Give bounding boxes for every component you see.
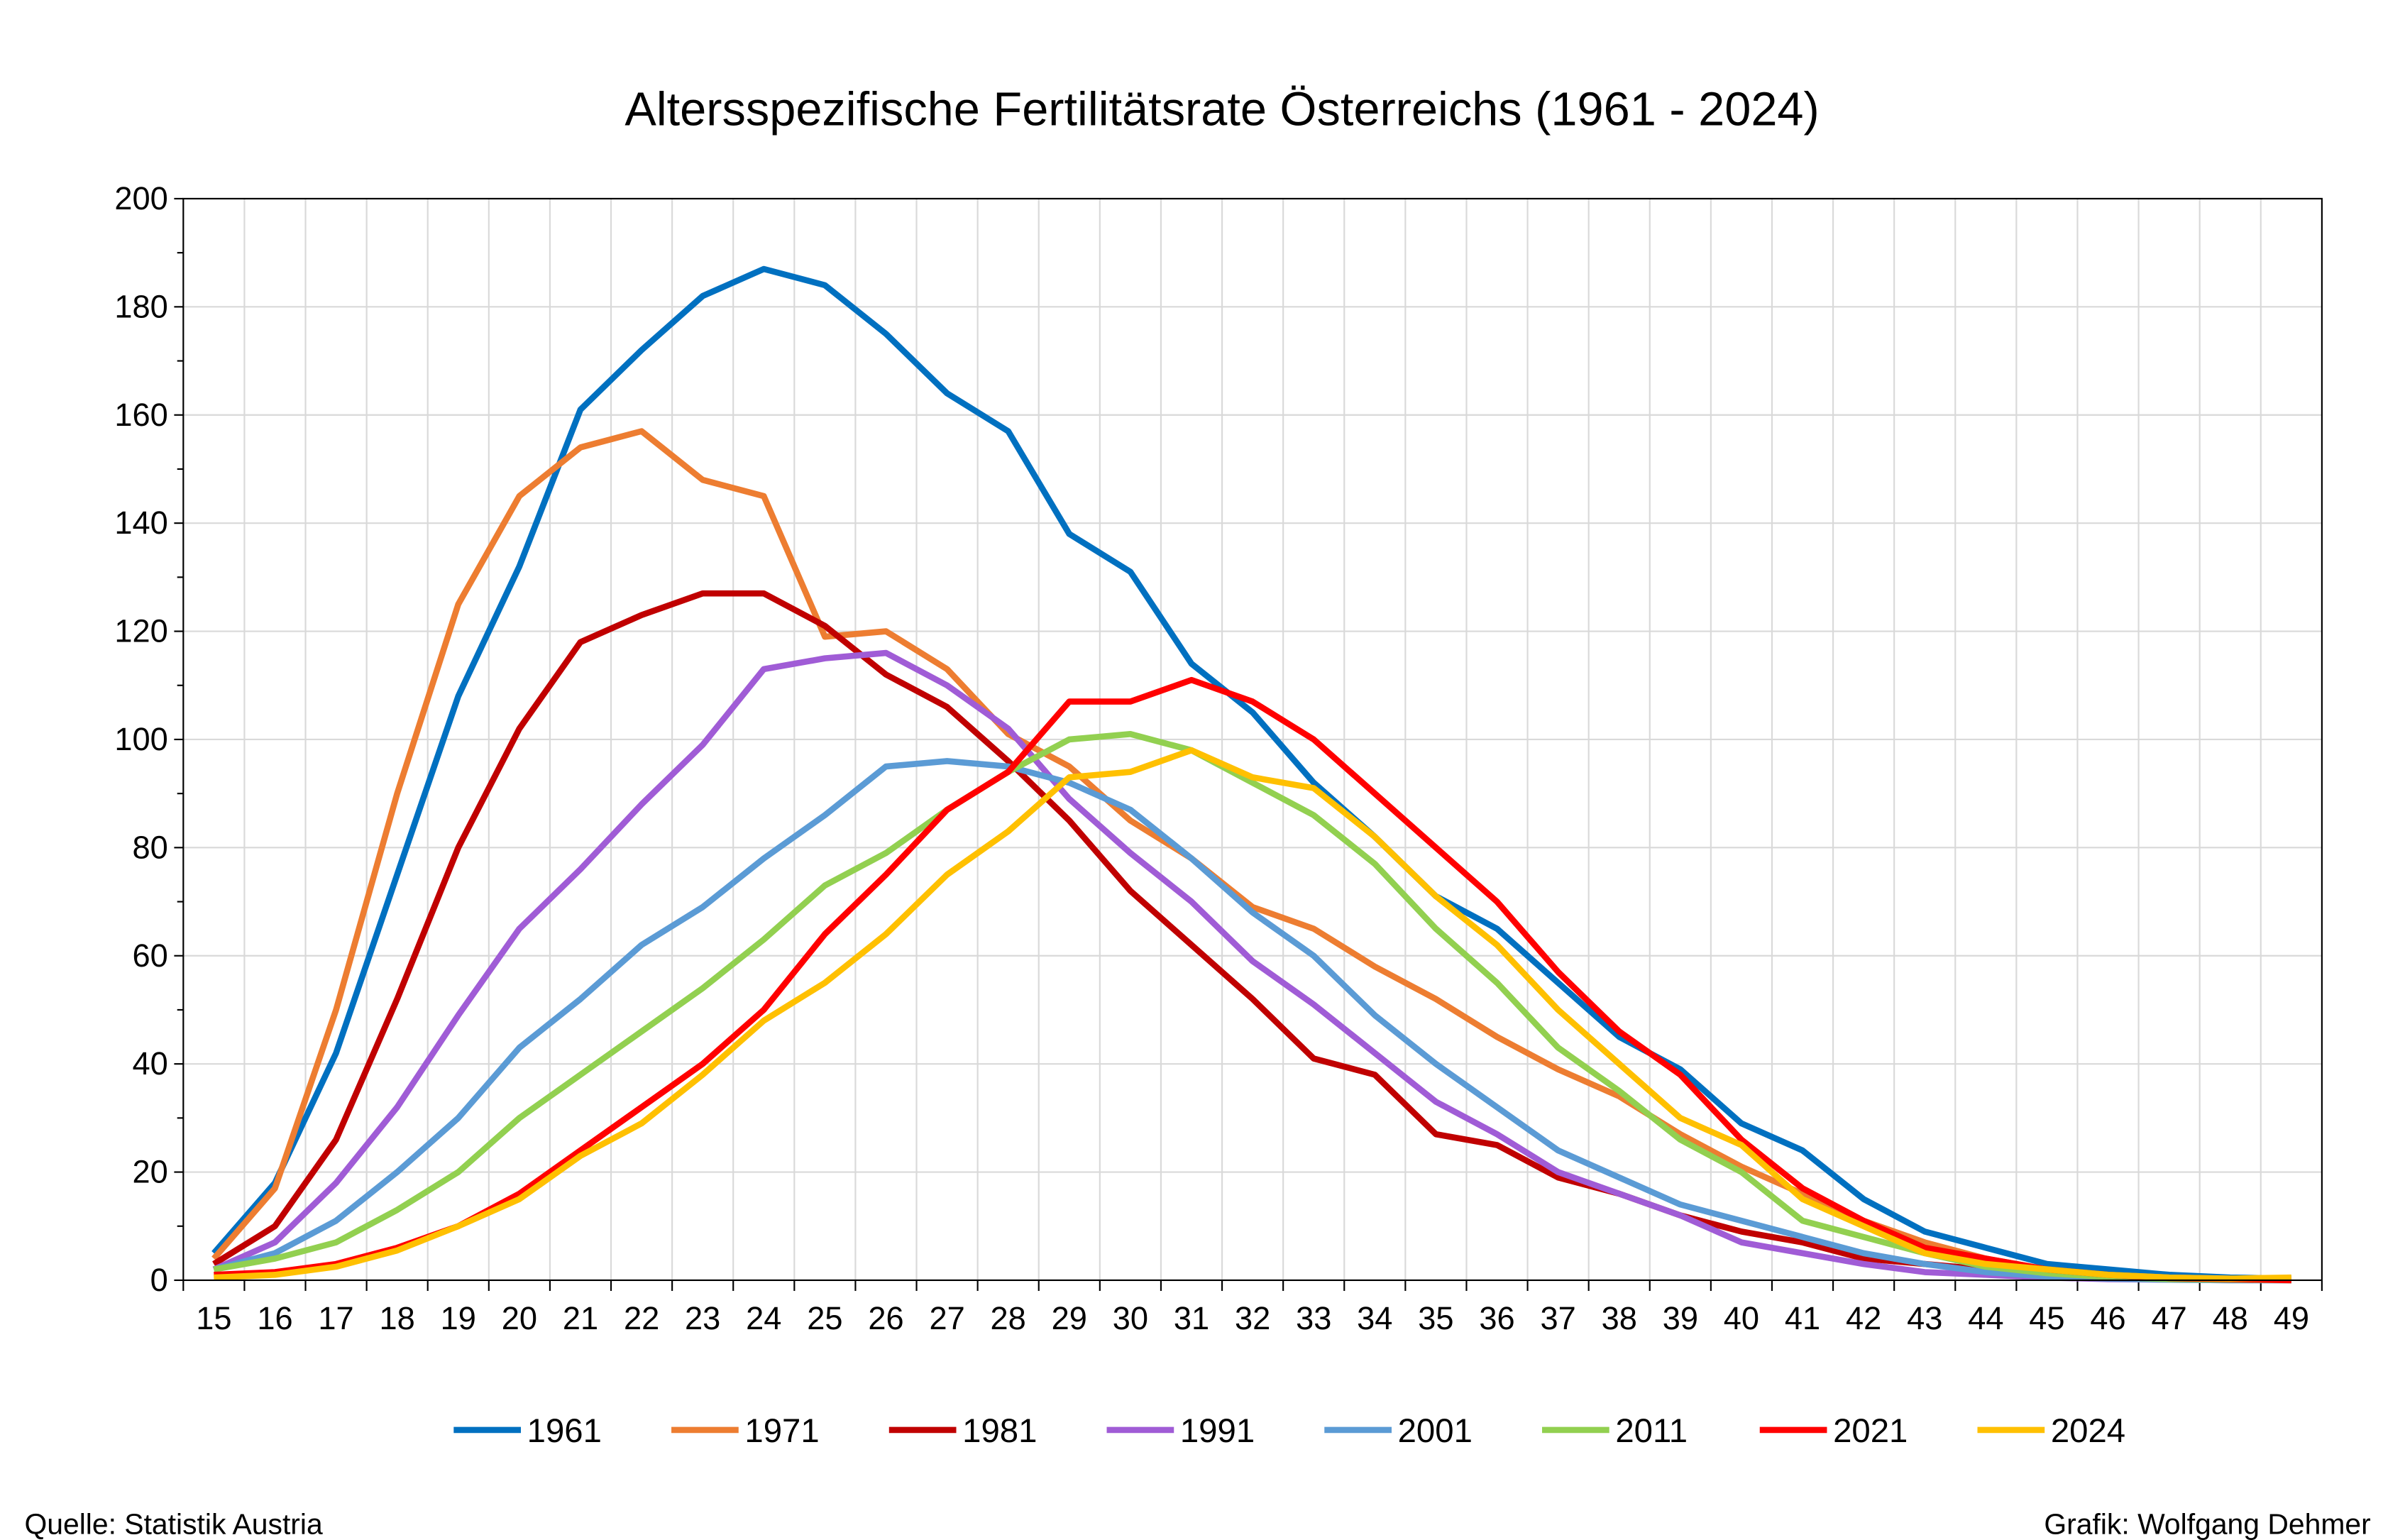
series-1961 bbox=[211, 265, 2292, 1282]
legend-label: 1961 bbox=[527, 1412, 602, 1450]
x-tick-label: 38 bbox=[1602, 1300, 1637, 1336]
x-tick-label: 31 bbox=[1174, 1300, 1209, 1336]
x-tick-label: 25 bbox=[807, 1300, 842, 1336]
x-tick-label: 26 bbox=[868, 1300, 903, 1336]
credit-note: Grafik: Wolfgang Dehmer bbox=[2044, 1507, 2370, 1540]
x-tick-label: 44 bbox=[1968, 1300, 2003, 1336]
series-line-2021 bbox=[214, 676, 2291, 1284]
legend-item-2024: 2024 bbox=[1977, 1412, 2125, 1450]
legend-label: 1981 bbox=[962, 1412, 1037, 1450]
x-tick-label: 17 bbox=[318, 1300, 353, 1336]
chart-title: Altersspezifische Fertilitätsrate Österr… bbox=[624, 84, 1819, 136]
y-tick-label: 40 bbox=[133, 1045, 168, 1082]
y-axis: 0 20 40 60 80 100 120 140 160 180 200 bbox=[114, 180, 184, 1298]
x-tick-label: 27 bbox=[929, 1300, 964, 1336]
x-tick-label: 40 bbox=[1724, 1300, 1759, 1336]
x-tick-label: 41 bbox=[1785, 1300, 1820, 1336]
series-1991 bbox=[212, 649, 2292, 1284]
series-2001 bbox=[213, 758, 2292, 1284]
legend-label: 1991 bbox=[1180, 1412, 1255, 1450]
x-tick-label: 45 bbox=[2029, 1300, 2064, 1336]
legend-item-1991: 1991 bbox=[1106, 1412, 1255, 1450]
x-tick-label: 37 bbox=[1540, 1300, 1575, 1336]
x-tick-label: 30 bbox=[1113, 1300, 1148, 1336]
x-tick-label: 18 bbox=[380, 1300, 415, 1336]
x-tick-label: 32 bbox=[1235, 1300, 1270, 1336]
y-tick-label: 80 bbox=[133, 829, 168, 865]
series-lines bbox=[211, 265, 2292, 1284]
legend: 1961 1971 1981 1991 2001 2011 2021 2024 bbox=[453, 1412, 2125, 1450]
y-tick-label: 60 bbox=[133, 937, 168, 974]
x-tick-label: 47 bbox=[2152, 1300, 2187, 1336]
y-tick-label: 160 bbox=[114, 397, 167, 433]
series-line-1981 bbox=[212, 590, 2291, 1284]
legend-label: 1971 bbox=[744, 1412, 819, 1450]
y-tick-label: 20 bbox=[133, 1154, 168, 1190]
legend-item-2021: 2021 bbox=[1759, 1412, 1908, 1450]
series-line-1961 bbox=[211, 265, 2291, 1282]
plot-area-border bbox=[182, 197, 2323, 1282]
grid bbox=[183, 197, 2322, 1282]
x-tick-label: 21 bbox=[563, 1300, 598, 1336]
y-tick-label: 200 bbox=[114, 180, 167, 216]
legend-item-2001: 2001 bbox=[1324, 1412, 1473, 1450]
x-tick-label: 20 bbox=[502, 1300, 537, 1336]
x-tick-label: 33 bbox=[1296, 1300, 1331, 1336]
legend-item-1981: 1981 bbox=[888, 1412, 1037, 1450]
x-tick-label: 46 bbox=[2090, 1300, 2125, 1336]
x-tick-label: 22 bbox=[624, 1300, 659, 1336]
x-tick-label: 15 bbox=[196, 1300, 231, 1336]
y-tick-label: 180 bbox=[114, 288, 167, 324]
y-tick-label: 120 bbox=[114, 613, 167, 649]
x-tick-label: 39 bbox=[1663, 1300, 1698, 1336]
series-1981 bbox=[212, 590, 2292, 1284]
x-tick-label: 43 bbox=[1907, 1300, 1942, 1336]
y-tick-label: 100 bbox=[114, 721, 167, 757]
legend-label: 2001 bbox=[1398, 1412, 1473, 1450]
legend-item-1971: 1971 bbox=[671, 1412, 820, 1450]
x-tick-label: 29 bbox=[1052, 1300, 1087, 1336]
x-tick-label: 35 bbox=[1418, 1300, 1453, 1336]
series-line-2001 bbox=[213, 758, 2291, 1284]
legend-item-1961: 1961 bbox=[453, 1412, 602, 1450]
x-tick-label: 19 bbox=[441, 1300, 476, 1336]
y-tick-label: 140 bbox=[114, 505, 167, 541]
y-tick-label: 0 bbox=[150, 1262, 168, 1298]
x-tick-label: 23 bbox=[685, 1300, 720, 1336]
x-tick-label: 28 bbox=[991, 1300, 1026, 1336]
x-tick-label: 34 bbox=[1357, 1300, 1392, 1336]
series-2021 bbox=[214, 676, 2292, 1284]
x-tick-label: 42 bbox=[1846, 1300, 1881, 1336]
x-tick-label: 49 bbox=[2274, 1300, 2309, 1336]
source-note: Quelle: Statistik Austria bbox=[24, 1507, 323, 1540]
x-tick-label: 48 bbox=[2213, 1300, 2248, 1336]
legend-label: 2021 bbox=[1833, 1412, 1908, 1450]
series-line-2024 bbox=[214, 747, 2291, 1282]
x-tick-label: 16 bbox=[257, 1300, 292, 1336]
x-tick-label: 24 bbox=[746, 1300, 781, 1336]
series-2024 bbox=[214, 747, 2292, 1282]
legend-label: 2011 bbox=[1615, 1412, 1688, 1450]
legend-label: 2024 bbox=[2051, 1412, 2125, 1450]
legend-item-2011: 2011 bbox=[1542, 1412, 1688, 1450]
x-tick-label: 36 bbox=[1479, 1300, 1514, 1336]
x-axis: 15 16 17 18 19 20 21 22 23 24 25 26 27 28 29 30 31 32 33 34… bbox=[182, 1280, 2323, 1336]
